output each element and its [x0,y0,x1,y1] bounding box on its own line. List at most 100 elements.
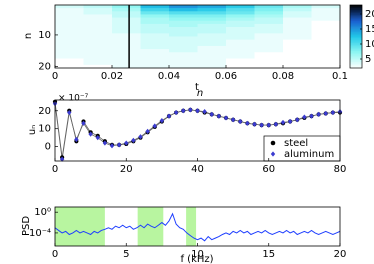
heat-cell [197,64,227,69]
heat-cell [55,39,84,44]
heat-cell [254,36,284,40]
heat-cell [254,52,284,56]
heat-cell [311,5,341,9]
point [230,117,236,123]
y-tick-label: 0 [45,142,51,153]
heat-cell [254,33,284,37]
point [109,143,115,149]
heat-cell [83,5,113,9]
x-tick-label: 10 [191,249,204,260]
heat-cell [197,55,227,59]
colorbar-segment [350,8,362,11]
heat-cell [226,20,255,25]
heat-cell [311,52,341,56]
heat-cell [140,8,170,12]
heat-cell [83,58,113,62]
heat-cell [83,8,113,12]
heat-cell [55,61,84,66]
heat-cell [112,8,141,12]
y-tick-label: 10⁻⁴ [29,228,51,239]
point [202,109,207,115]
colorbar-segment [350,27,362,29]
colorbar-segment [350,49,362,51]
point [124,140,129,146]
heat-cell [283,42,312,47]
y-axis-label: n [23,33,34,39]
heat-cell [254,61,284,66]
colorbar-segment [350,47,362,50]
heat-cell [112,33,141,37]
heat-cell [254,45,284,50]
heat-cell [112,49,141,53]
heat-cell [140,11,170,15]
heat-cell [169,58,198,62]
heat-cell [112,52,141,56]
heat-cell [169,17,198,22]
point [216,113,222,119]
y-tick-label: 20 [38,61,51,72]
heat-cell [112,17,141,22]
heat-cell [311,55,341,59]
heat-cell [226,39,255,44]
point [330,109,336,116]
heat-cell [311,61,341,66]
heat-cell [140,45,170,50]
heat-cell [112,14,141,18]
heat-cell [55,8,84,12]
heat-cell [83,33,113,37]
heat-cell [254,55,284,59]
colorbar-segment [350,19,362,22]
heat-cell [311,64,341,69]
heat-cell [140,17,170,22]
x-axis-label: n [197,88,203,99]
point [145,128,150,134]
heat-cell [311,36,341,40]
heat-cell [55,49,84,53]
heat-cell [169,55,198,59]
point [67,109,72,116]
heat-cell [55,58,84,62]
heat-cell [169,39,198,44]
point [273,121,279,127]
heat-cell [140,64,170,69]
x-tick-label: 0.1 [332,71,348,82]
heat-cell [83,45,113,50]
heat-cell [169,45,198,50]
heat-cell [169,42,198,47]
x-axis-label: f (kHz) [180,254,213,264]
heat-cell [254,58,284,62]
colorbar-frame [349,4,363,69]
point [81,120,86,126]
point [259,122,264,128]
heat-cell [55,45,84,50]
heat-cell [197,33,227,37]
heat-cell [112,42,141,47]
colorbar-segment [350,53,362,56]
y-tick-label: 10 [38,124,51,135]
heat-cell [55,14,84,18]
heat-cell [226,30,255,34]
heat-cell [197,49,227,53]
heat-cell [169,11,198,15]
x-tick-label: 0.08 [272,71,294,82]
heat-cell [140,20,170,25]
heat-cell [83,49,113,53]
heat-cell [197,36,227,40]
x-tick-label: 20 [120,164,133,175]
heat-cell [226,42,255,47]
heat-cell [226,23,255,28]
heat-cell [169,30,198,34]
heat-cell [83,20,113,25]
y-tick-label: 10⁰ [34,207,51,218]
heat-cell [55,27,84,31]
heat-cell [169,8,198,12]
colorbar-segment [350,60,362,62]
point [152,123,157,129]
heat-cell [169,49,198,53]
heat-cell [140,30,170,34]
heat-cell [226,8,255,12]
heat-cell [311,30,341,34]
heat-cell [311,8,341,12]
point [102,140,108,146]
point [181,108,186,114]
